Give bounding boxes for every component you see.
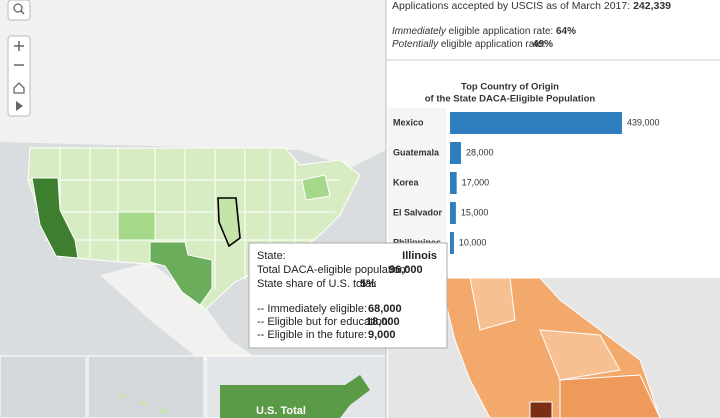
potential-label: eligible application rate: <box>438 39 545 50</box>
chart-title: Top Country of Origin <box>461 82 559 93</box>
potential-value: 49% <box>533 39 553 50</box>
immediate-rate-text: Immediately eligible application rate: 6… <box>392 26 576 37</box>
category-label: Mexico <box>393 117 424 127</box>
tooltip-value: 18,000 <box>366 316 400 328</box>
county-shapes <box>559 374 661 418</box>
applications-text: Applications accepted by USCIS as of Mar… <box>392 0 671 12</box>
tooltip-label: State share of U.S. total: <box>257 278 377 290</box>
tooltip-value: 9,000 <box>368 329 396 341</box>
new-york-state <box>301 174 331 201</box>
texas-state <box>149 241 213 306</box>
tooltip-label: -- Eligible but for education: <box>257 316 391 328</box>
map-controls <box>7 0 31 117</box>
tooltip-value: 96,000 <box>389 264 423 276</box>
zoom-in-button[interactable] <box>14 41 24 51</box>
alaska-inset <box>0 355 87 418</box>
category-label: Korea <box>393 177 420 187</box>
bar <box>450 232 454 254</box>
tooltip-label: Total DACA-eligible population: <box>257 264 409 276</box>
value-label: 10,000 <box>459 237 487 247</box>
tooltip-value: 5% <box>360 278 376 290</box>
chart-title: of the State DACA-Eligible Population <box>425 94 596 105</box>
bar <box>450 202 456 224</box>
zoom-panel <box>7 35 31 117</box>
us-total-label: U.S. Total <box>256 405 306 417</box>
hawaii-islands <box>119 393 169 414</box>
california-state <box>31 177 79 259</box>
value-label: 15,000 <box>461 207 489 217</box>
tooltip-label: -- Immediately eligible: <box>257 303 367 315</box>
bar-chart: Mexico 439,000 Guatemala 28,000 Korea 17,000 E… <box>393 112 660 254</box>
tooltip-value: 68,000 <box>368 303 402 315</box>
search-button[interactable] <box>7 0 31 21</box>
tooltip: State: Illinois Total DACA-eligible popu… <box>248 242 448 349</box>
colorado-state <box>117 211 156 241</box>
hawaii-inset <box>87 355 205 418</box>
pan-button[interactable] <box>16 101 23 111</box>
value-label: 439,000 <box>627 117 660 127</box>
value-label: 28,000 <box>466 147 494 157</box>
potential-rate-text: Potentially eligible application rate: 4… <box>392 39 553 50</box>
search-icon <box>13 3 23 13</box>
category-label: Guatemala <box>393 147 440 157</box>
tooltip-value: Illinois <box>402 250 437 262</box>
county-shapes <box>469 277 516 331</box>
home-button[interactable] <box>13 82 25 94</box>
tooltip-box <box>248 242 448 349</box>
bar <box>450 112 622 134</box>
county-shapes <box>529 401 553 418</box>
category-label: Philippines <box>393 237 441 247</box>
potential-em: Potentially <box>392 39 439 50</box>
immediate-value: 64% <box>556 26 576 37</box>
tooltip-label: -- Eligible in the future: <box>257 329 367 341</box>
value-label: 17,000 <box>462 177 490 187</box>
immediate-label: eligible application rate: <box>446 26 553 37</box>
immediate-em: Immediately <box>392 26 447 37</box>
applications-label: Applications accepted by USCIS as of Mar… <box>392 0 630 12</box>
mexico-land <box>100 262 260 360</box>
category-label: El Salvador <box>393 207 443 217</box>
county-shapes <box>539 329 621 381</box>
us-total-shape <box>220 375 370 418</box>
bar <box>450 172 457 194</box>
bar <box>450 142 461 164</box>
search-icon <box>20 10 25 15</box>
tooltip-label: State: <box>257 250 286 262</box>
illinois-state <box>217 197 241 248</box>
canada-land <box>0 0 386 168</box>
applications-value: 242,339 <box>633 0 671 12</box>
